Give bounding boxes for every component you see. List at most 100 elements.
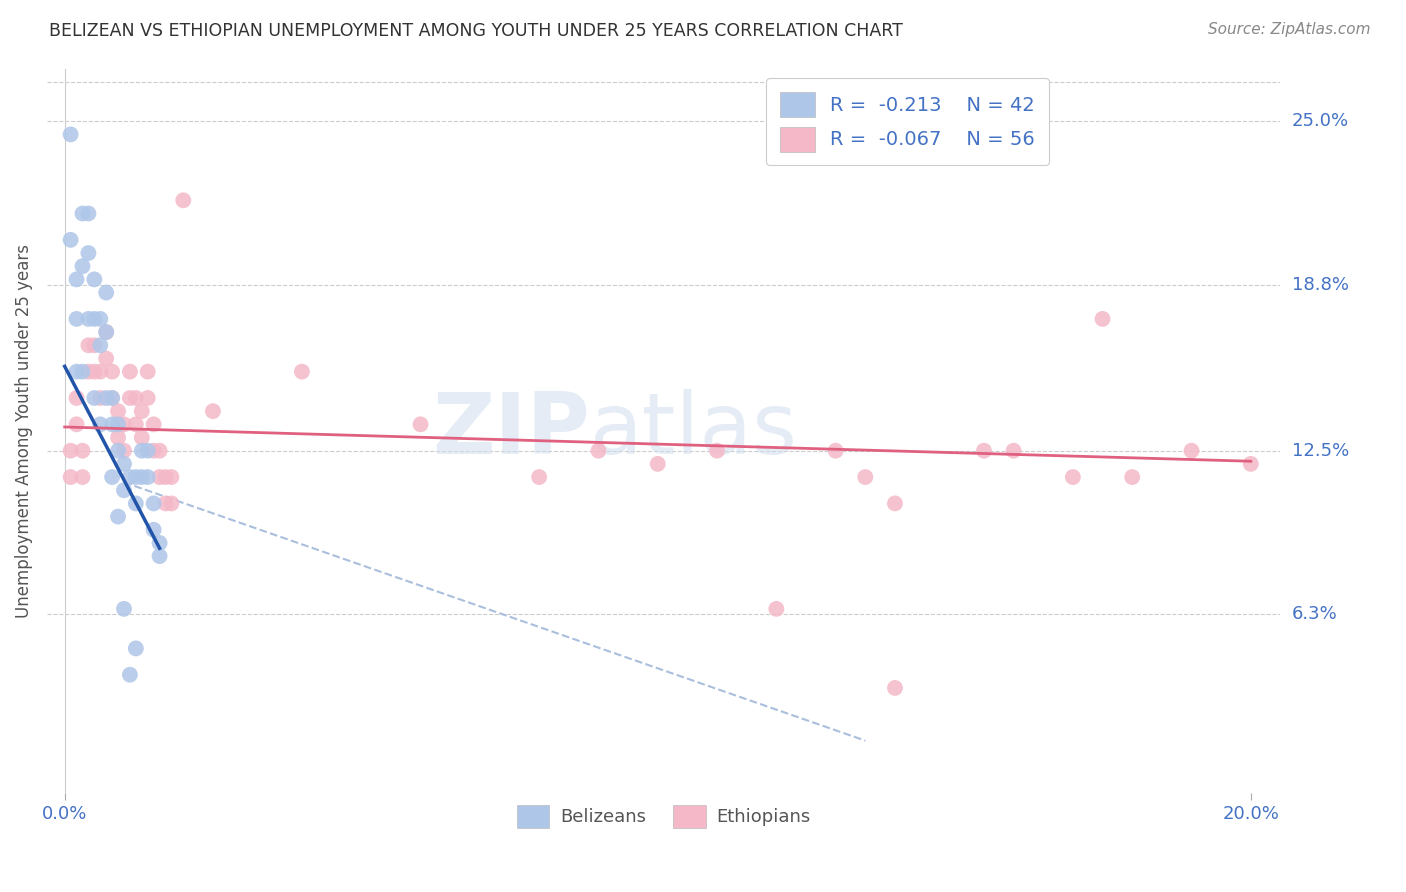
Text: ZIP: ZIP xyxy=(432,390,589,473)
Point xyxy=(1091,312,1114,326)
Point xyxy=(65,391,87,405)
Point xyxy=(72,365,94,379)
Point xyxy=(125,641,148,656)
Point xyxy=(1002,443,1025,458)
Point xyxy=(148,470,170,484)
Point xyxy=(155,496,177,510)
Point xyxy=(884,496,907,510)
Point xyxy=(59,443,82,458)
Text: Source: ZipAtlas.com: Source: ZipAtlas.com xyxy=(1208,22,1371,37)
Point xyxy=(125,417,148,432)
Point xyxy=(160,470,183,484)
Point xyxy=(107,404,129,418)
Point xyxy=(83,338,105,352)
Point xyxy=(148,549,170,563)
Point xyxy=(527,470,550,484)
Point xyxy=(125,391,148,405)
Point xyxy=(136,443,159,458)
Point xyxy=(136,470,159,484)
Point xyxy=(112,457,135,471)
Legend: Belizeans, Ethiopians: Belizeans, Ethiopians xyxy=(509,797,818,835)
Point xyxy=(77,365,100,379)
Point xyxy=(112,443,135,458)
Point xyxy=(107,509,129,524)
Point xyxy=(201,404,224,418)
Point xyxy=(65,272,87,286)
Point xyxy=(89,338,111,352)
Point xyxy=(59,470,82,484)
Point xyxy=(65,312,87,326)
Point xyxy=(112,483,135,498)
Point xyxy=(89,417,111,432)
Point xyxy=(65,417,87,432)
Point xyxy=(824,443,846,458)
Text: 12.5%: 12.5% xyxy=(1292,442,1348,459)
Point xyxy=(112,417,135,432)
Point xyxy=(65,365,87,379)
Point xyxy=(96,285,118,300)
Point xyxy=(125,470,148,484)
Point xyxy=(588,443,610,458)
Point xyxy=(142,496,165,510)
Point xyxy=(72,206,94,220)
Point xyxy=(96,325,118,339)
Point xyxy=(131,430,153,444)
Point xyxy=(77,312,100,326)
Point xyxy=(72,470,94,484)
Point xyxy=(83,391,105,405)
Point xyxy=(160,496,183,510)
Point xyxy=(142,523,165,537)
Point xyxy=(101,365,124,379)
Point xyxy=(1240,457,1263,471)
Point xyxy=(112,602,135,616)
Text: BELIZEAN VS ETHIOPIAN UNEMPLOYMENT AMONG YOUTH UNDER 25 YEARS CORRELATION CHART: BELIZEAN VS ETHIOPIAN UNEMPLOYMENT AMONG… xyxy=(49,22,903,40)
Point xyxy=(101,470,124,484)
Point xyxy=(107,417,129,432)
Point xyxy=(131,404,153,418)
Point xyxy=(125,496,148,510)
Point xyxy=(142,417,165,432)
Point xyxy=(72,259,94,273)
Point xyxy=(131,470,153,484)
Point xyxy=(96,351,118,366)
Point xyxy=(59,233,82,247)
Point xyxy=(89,391,111,405)
Point xyxy=(706,443,728,458)
Point xyxy=(89,312,111,326)
Point xyxy=(96,325,118,339)
Point xyxy=(101,391,124,405)
Text: atlas: atlas xyxy=(589,390,797,473)
Point xyxy=(77,338,100,352)
Text: 6.3%: 6.3% xyxy=(1292,605,1337,624)
Point xyxy=(409,417,432,432)
Y-axis label: Unemployment Among Youth under 25 years: Unemployment Among Youth under 25 years xyxy=(15,244,32,618)
Point xyxy=(155,470,177,484)
Point xyxy=(291,365,314,379)
Point xyxy=(83,312,105,326)
Point xyxy=(59,128,82,142)
Point xyxy=(77,206,100,220)
Point xyxy=(101,417,124,432)
Point xyxy=(89,365,111,379)
Point xyxy=(131,443,153,458)
Point xyxy=(148,536,170,550)
Point xyxy=(647,457,669,471)
Point xyxy=(118,470,141,484)
Point xyxy=(142,443,165,458)
Point xyxy=(118,365,141,379)
Point xyxy=(77,246,100,260)
Point xyxy=(136,365,159,379)
Point xyxy=(884,681,907,695)
Point xyxy=(83,272,105,286)
Point xyxy=(148,443,170,458)
Point xyxy=(853,470,876,484)
Point xyxy=(96,391,118,405)
Text: 25.0%: 25.0% xyxy=(1292,112,1348,130)
Point xyxy=(118,391,141,405)
Point xyxy=(973,443,995,458)
Point xyxy=(83,365,105,379)
Point xyxy=(101,391,124,405)
Point xyxy=(107,430,129,444)
Point xyxy=(1121,470,1143,484)
Point xyxy=(1062,470,1084,484)
